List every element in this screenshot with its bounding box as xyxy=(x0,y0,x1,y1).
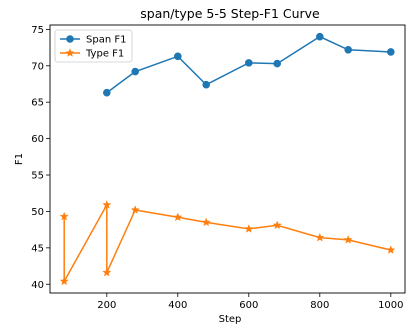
data-point xyxy=(343,235,353,244)
data-point xyxy=(202,80,210,89)
data-point xyxy=(173,212,183,222)
x-tick-label: 200 xyxy=(97,300,116,311)
x-tick-label: 400 xyxy=(168,300,187,311)
legend-label: Type F1 xyxy=(85,49,124,60)
x-tick-label: 600 xyxy=(239,300,258,311)
data-point xyxy=(344,45,353,54)
legend-swatch-marker xyxy=(65,48,75,57)
data-point xyxy=(201,217,211,227)
data-point xyxy=(273,59,282,68)
data-point xyxy=(130,205,140,214)
chart-title: span/type 5-5 Step-F1 Curve xyxy=(140,6,320,21)
series-layer xyxy=(59,32,396,286)
y-tick-label: 50 xyxy=(31,207,44,218)
data-point xyxy=(174,52,182,61)
legend-box xyxy=(54,29,133,63)
data-point xyxy=(59,211,69,221)
y-tick-label: 60 xyxy=(31,134,44,145)
data-point xyxy=(102,200,112,209)
data-point xyxy=(103,88,111,97)
data-point xyxy=(386,245,396,254)
data-point xyxy=(316,32,324,41)
y-axis-label: F1 xyxy=(14,153,25,165)
x-axis-ticks: 200 400 600 800 1000 xyxy=(97,293,404,311)
y-tick-label: 75 xyxy=(31,25,44,36)
data-point xyxy=(244,224,254,233)
data-point xyxy=(387,48,395,56)
series-span-f1 xyxy=(103,32,395,97)
y-tick-label: 40 xyxy=(31,280,44,291)
data-point xyxy=(131,67,139,76)
data-point xyxy=(59,276,69,286)
legend-label: Span F1 xyxy=(86,35,126,46)
y-tick-label: 70 xyxy=(31,61,44,72)
plot-frame xyxy=(49,24,406,294)
data-point xyxy=(315,232,325,242)
y-tick-label: 45 xyxy=(31,243,44,254)
y-tick-label: 55 xyxy=(31,171,44,182)
x-axis-label: Step xyxy=(219,314,242,325)
data-point xyxy=(245,59,253,67)
legend: Span F1 Type F1 xyxy=(54,29,133,63)
legend-entry: Type F1 xyxy=(60,48,124,60)
series-type-f1 xyxy=(59,200,396,286)
data-point xyxy=(102,267,112,277)
legend-entry: Span F1 xyxy=(60,35,126,46)
series-line xyxy=(63,201,391,285)
x-tick-label: 800 xyxy=(310,300,329,311)
data-point xyxy=(272,220,282,230)
legend-swatch-marker xyxy=(66,35,74,43)
y-axis-ticks: 40 45 50 55 60 65 70 75 xyxy=(31,25,50,291)
x-tick-label: 1000 xyxy=(378,300,403,311)
y-tick-label: 65 xyxy=(31,98,44,109)
